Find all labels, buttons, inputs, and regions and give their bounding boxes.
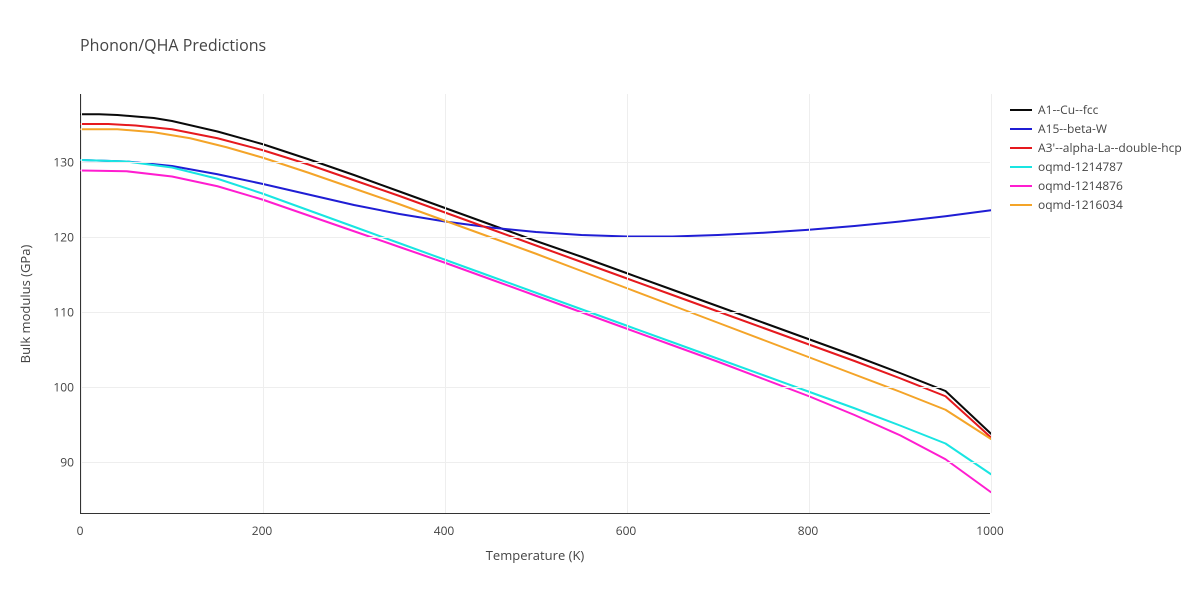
y-tick-label: 90 <box>44 453 74 470</box>
series-line[interactable] <box>81 124 991 438</box>
legend-item[interactable]: oqmd-1216034 <box>1010 195 1182 214</box>
legend-label: oqmd-1216034 <box>1038 196 1123 213</box>
x-axis-label: Temperature (K) <box>486 546 585 564</box>
legend-label: oqmd-1214787 <box>1038 158 1123 175</box>
x-tick-label: 800 <box>798 522 819 539</box>
legend: A1--Cu--fcc A15--beta-W A3'--alpha-La--dou… <box>1010 100 1182 214</box>
gridline-v <box>445 94 446 513</box>
y-tick-label: 130 <box>44 153 74 170</box>
x-tick-label: 0 <box>77 522 84 539</box>
legend-label: A1--Cu--fcc <box>1038 101 1098 118</box>
legend-item[interactable]: A15--beta-W <box>1010 119 1182 138</box>
legend-item[interactable]: oqmd-1214787 <box>1010 157 1182 176</box>
gridline-v <box>991 94 992 513</box>
x-tick-label: 400 <box>434 522 455 539</box>
gridline-v <box>627 94 628 513</box>
gridline-h <box>81 237 990 238</box>
gridline-h <box>81 462 990 463</box>
legend-label: A15--beta-W <box>1038 120 1107 137</box>
x-tick-label: 600 <box>616 522 637 539</box>
series-line[interactable] <box>81 160 991 237</box>
x-tick-label: 200 <box>252 522 273 539</box>
gridline-v <box>809 94 810 513</box>
chart-title: Phonon/QHA Predictions <box>80 34 266 56</box>
series-line[interactable] <box>81 129 991 439</box>
legend-swatch <box>1010 147 1032 149</box>
legend-item[interactable]: A3'--alpha-La--double-hcp <box>1010 138 1182 157</box>
series-line[interactable] <box>81 171 991 493</box>
legend-swatch <box>1010 204 1032 206</box>
y-axis-label: Bulk modulus (GPa) <box>16 245 34 364</box>
legend-label: oqmd-1214876 <box>1038 177 1123 194</box>
series-line[interactable] <box>81 160 991 474</box>
gridline-h <box>81 162 990 163</box>
y-tick-label: 120 <box>44 228 74 245</box>
plot-area[interactable] <box>80 94 990 514</box>
gridline-h <box>81 387 990 388</box>
legend-swatch <box>1010 109 1032 111</box>
gridline-v <box>263 94 264 513</box>
lines-layer <box>81 94 991 514</box>
gridline-h <box>81 312 990 313</box>
gridline-v <box>81 94 82 513</box>
legend-swatch <box>1010 185 1032 187</box>
legend-label: A3'--alpha-La--double-hcp <box>1038 139 1182 156</box>
legend-item[interactable]: oqmd-1214876 <box>1010 176 1182 195</box>
x-tick-label: 1000 <box>976 522 1003 539</box>
legend-item[interactable]: A1--Cu--fcc <box>1010 100 1182 119</box>
legend-swatch <box>1010 128 1032 130</box>
y-tick-label: 110 <box>44 303 74 320</box>
legend-swatch <box>1010 166 1032 168</box>
y-tick-label: 100 <box>44 378 74 395</box>
chart-container: Phonon/QHA Predictions Temperature (K) B… <box>0 0 1200 600</box>
